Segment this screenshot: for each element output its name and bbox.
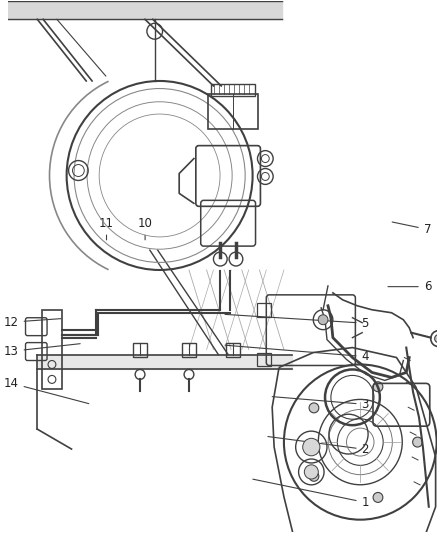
Bar (258, 303, 271, 317)
Bar (133, 343, 147, 357)
Bar (208, 94, 258, 129)
Circle shape (373, 382, 383, 392)
Text: 12: 12 (4, 316, 61, 329)
Circle shape (309, 471, 319, 481)
Text: 6: 6 (388, 280, 431, 293)
Circle shape (318, 315, 328, 325)
Bar (212, 84, 254, 96)
Text: 13: 13 (4, 344, 80, 358)
Bar (182, 343, 196, 357)
Text: 7: 7 (392, 222, 431, 236)
Bar (42, 310, 62, 389)
Text: 4: 4 (225, 345, 369, 363)
Circle shape (373, 492, 383, 503)
Circle shape (304, 465, 318, 479)
Text: 2: 2 (268, 437, 369, 456)
Bar (258, 352, 271, 367)
Circle shape (303, 438, 320, 456)
Text: 3: 3 (272, 397, 369, 411)
Text: 1: 1 (253, 479, 369, 509)
Text: 5: 5 (225, 314, 369, 330)
Circle shape (309, 403, 319, 413)
Text: 14: 14 (4, 377, 89, 403)
Text: 11: 11 (99, 216, 114, 240)
Bar (226, 343, 240, 357)
Text: 10: 10 (138, 216, 152, 240)
Circle shape (413, 437, 422, 447)
Circle shape (434, 335, 438, 343)
